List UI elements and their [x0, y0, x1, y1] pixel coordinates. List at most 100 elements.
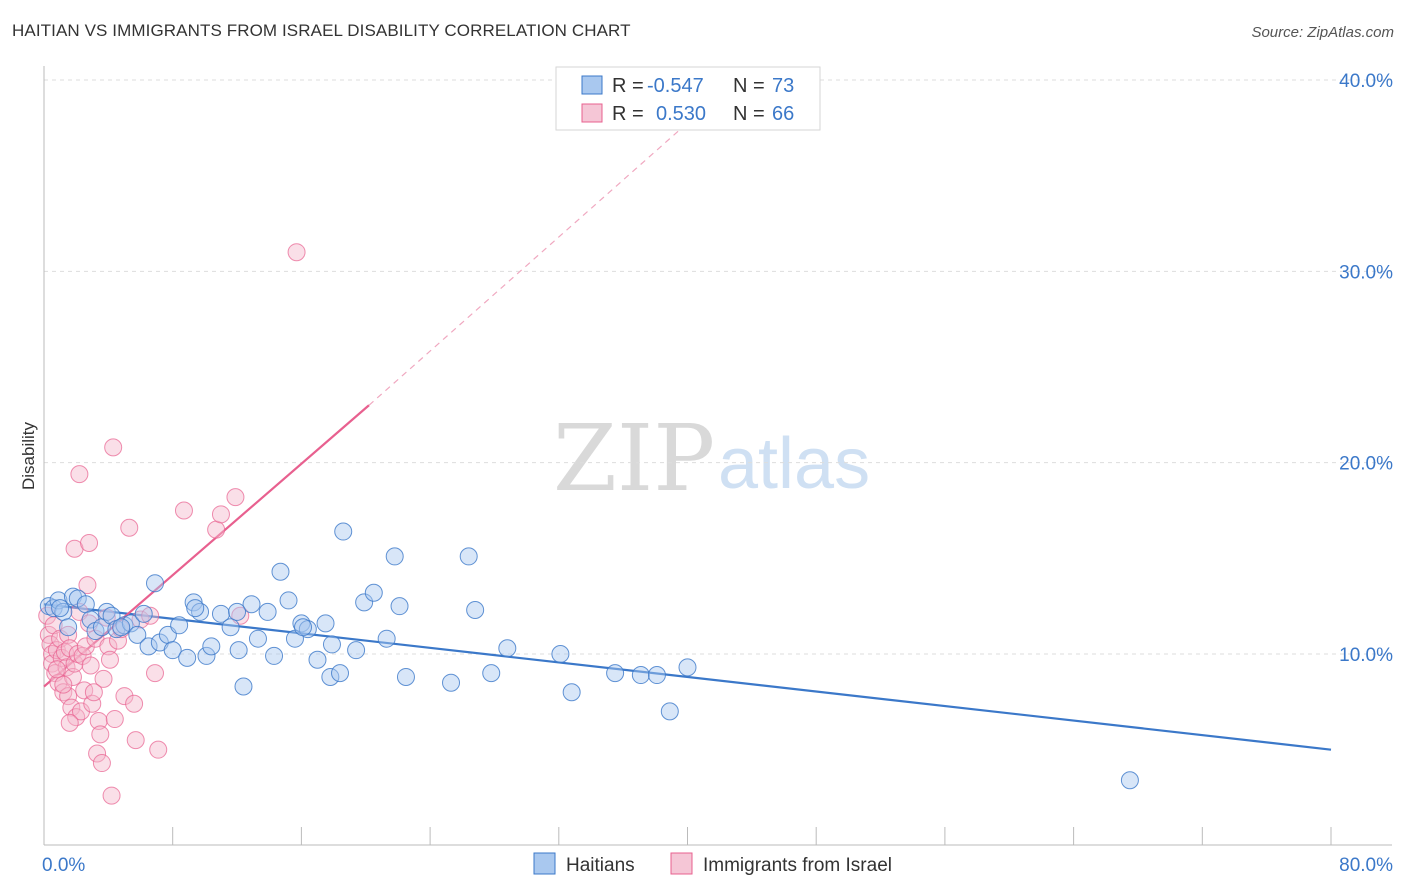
data-point-haitians: [163, 641, 182, 660]
data-point-haitians: [112, 618, 131, 637]
data-point-haitians: [51, 599, 70, 618]
data-point-israel: [78, 576, 97, 595]
data-point-haitians: [186, 599, 205, 618]
data-point-haitians: [678, 658, 697, 677]
data-point-haitians: [234, 677, 253, 696]
series-immigrants-israel-points: [38, 243, 306, 805]
data-point-haitians: [115, 616, 134, 635]
legend-n-label-1: N =: [733, 75, 765, 97]
data-point-haitians: [347, 641, 366, 660]
data-point-haitians: [197, 646, 216, 665]
data-point-israel: [104, 438, 123, 457]
data-point-haitians: [385, 547, 404, 566]
source-label: Source: ZipAtlas.com: [1251, 24, 1394, 41]
data-point-israel: [115, 687, 134, 706]
chart-title: HAITIAN VS IMMIGRANTS FROM ISRAEL DISABI…: [12, 21, 631, 40]
bottom-legend-swatch-haitians: [533, 852, 556, 875]
data-point-israel: [94, 669, 113, 688]
data-point-haitians: [308, 650, 327, 669]
data-point-israel: [60, 713, 79, 732]
data-point-haitians: [134, 604, 153, 623]
bottom-legend-label-haitians: Haitians: [566, 855, 635, 876]
data-point-haitians: [76, 595, 95, 614]
data-point-israel: [39, 625, 58, 644]
data-point-haitians: [271, 562, 290, 581]
trend-lines: [43, 108, 1332, 751]
data-point-haitians: [202, 637, 221, 656]
data-point-israel: [131, 610, 150, 629]
bottom-legend-swatch-israel: [670, 852, 693, 875]
data-point-haitians: [128, 625, 147, 644]
data-point-israel: [109, 631, 128, 650]
series-legend: Haitians Immigrants from Israel: [533, 852, 892, 876]
watermark-zip: ZIP: [553, 405, 715, 512]
data-point-haitians: [466, 600, 485, 619]
data-point-haitians: [139, 637, 158, 656]
data-point-israel: [99, 637, 118, 656]
data-point-israel: [88, 744, 107, 763]
data-point-haitians: [49, 591, 68, 610]
data-point-israel: [83, 694, 102, 713]
data-point-israel: [120, 518, 139, 537]
data-point-israel: [54, 675, 73, 694]
data-point-haitians: [248, 629, 267, 648]
y-tick-label: 10.0%: [1339, 645, 1393, 666]
data-point-haitians: [121, 614, 140, 633]
data-point-haitians: [242, 595, 261, 614]
legend-n-value-2: 66: [772, 103, 794, 125]
x-tick-label-min: 0.0%: [42, 855, 85, 876]
legend-r-label-1: R =: [612, 75, 644, 97]
y-tick-label: 20.0%: [1339, 454, 1393, 475]
data-point-haitians: [102, 606, 121, 625]
data-point-israel: [62, 698, 81, 717]
data-point-israel: [105, 710, 124, 729]
data-point-haitians: [211, 604, 230, 623]
data-point-israel: [100, 650, 119, 669]
legend-r-value-2: 0.530: [656, 103, 706, 125]
data-point-haitians: [279, 591, 298, 610]
data-point-haitians: [321, 667, 340, 686]
data-point-israel: [70, 465, 89, 484]
data-point-israel: [89, 711, 108, 730]
data-point-haitians: [660, 702, 679, 721]
data-point-haitians: [59, 618, 78, 637]
data-point-haitians: [364, 583, 383, 602]
data-point-israel: [81, 656, 100, 675]
data-point-israel: [287, 243, 306, 262]
data-point-israel: [126, 731, 145, 750]
data-point-israel: [80, 534, 99, 553]
legend-r-label-2: R =: [612, 103, 644, 125]
data-point-haitians: [482, 664, 501, 683]
trend-line-haitians: [43, 603, 1332, 751]
data-point-israel: [125, 694, 144, 713]
data-point-israel: [59, 625, 78, 644]
data-point-israel: [91, 725, 110, 744]
data-point-haitians: [551, 645, 570, 663]
data-point-israel: [207, 520, 226, 539]
data-point-israel: [84, 683, 103, 702]
data-point-haitians: [146, 574, 165, 593]
data-point-haitians: [294, 618, 313, 637]
data-point-israel: [43, 654, 62, 673]
legend-swatch-israel: [581, 103, 603, 123]
data-point-haitians: [322, 635, 341, 654]
gridlines: [44, 79, 1392, 655]
data-point-israel: [59, 687, 78, 706]
data-point-israel: [47, 660, 66, 679]
data-point-haitians: [316, 614, 335, 633]
data-point-haitians: [459, 547, 478, 566]
data-point-israel: [141, 606, 160, 625]
data-point-israel: [102, 786, 121, 805]
legend-swatch-haitians: [581, 75, 603, 95]
trend-line-israel-extension: [368, 108, 704, 406]
data-point-haitians: [647, 666, 666, 685]
data-point-haitians: [331, 664, 350, 683]
data-point-haitians: [258, 602, 277, 621]
data-point-haitians: [334, 522, 353, 541]
legend-n-value-1: 73: [772, 75, 794, 97]
data-point-haitians: [396, 667, 415, 686]
trend-line-israel: [43, 404, 370, 688]
data-point-haitians: [221, 618, 240, 637]
watermark-atlas: atlas: [718, 424, 870, 504]
